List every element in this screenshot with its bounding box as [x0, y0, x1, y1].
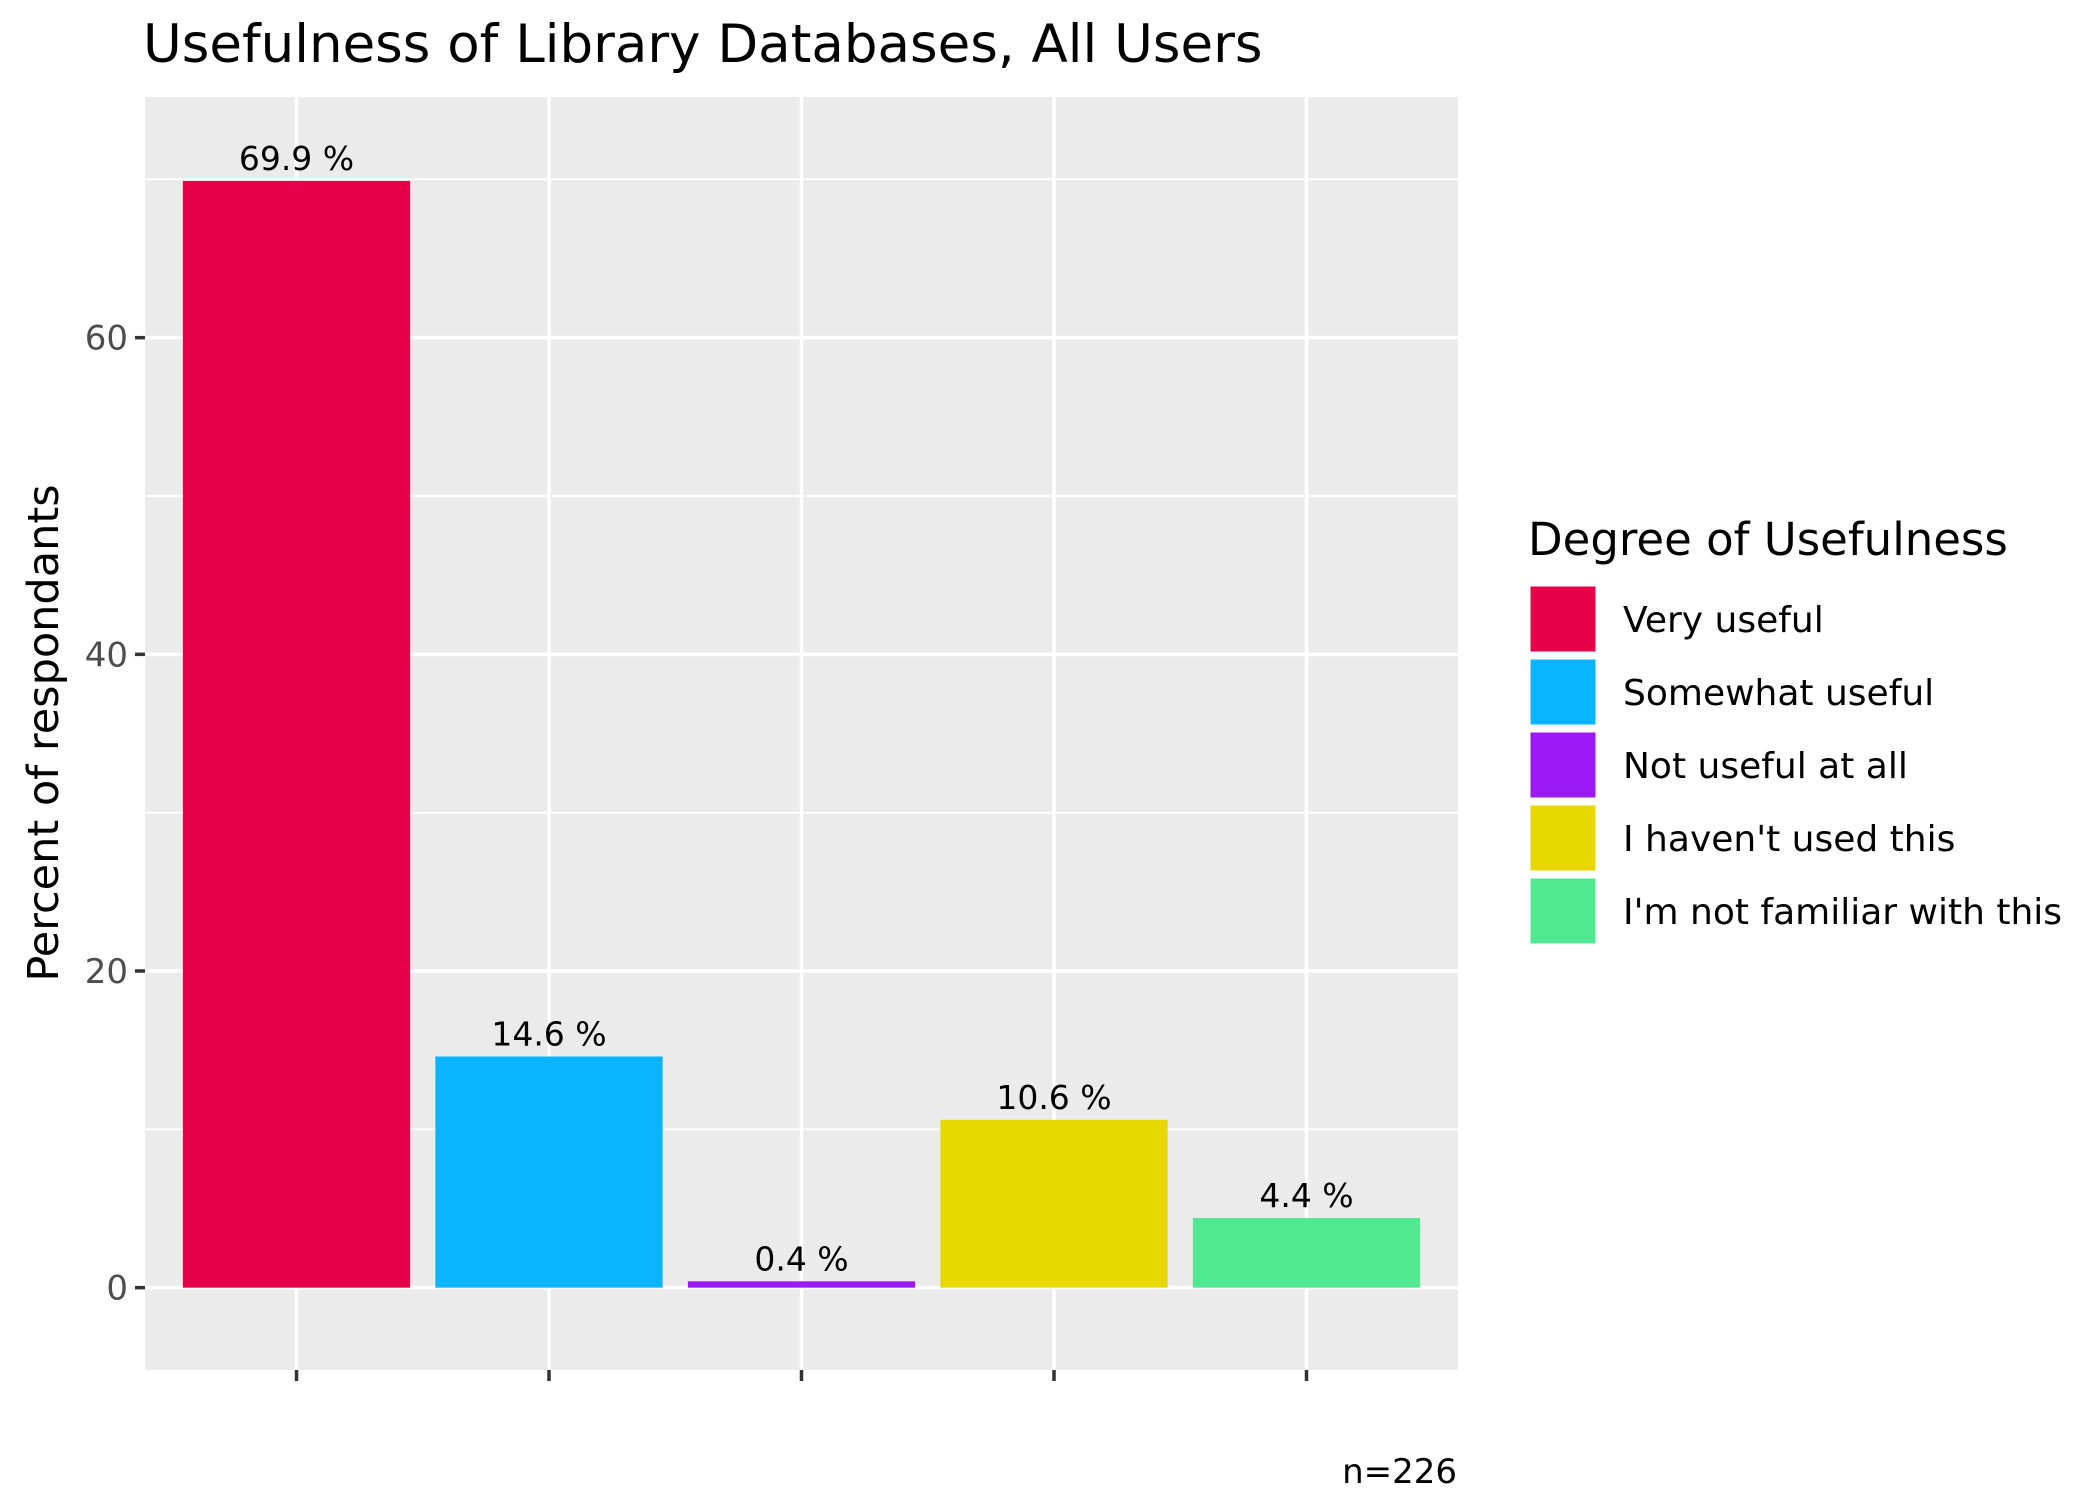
bar-value-label: 69.9 %: [239, 139, 354, 178]
y-tick-label: 0: [106, 1269, 128, 1309]
legend-label: I haven't used this: [1623, 819, 1955, 860]
bar: [940, 1119, 1168, 1288]
legend-key: [1527, 802, 1599, 874]
legend-label: Not useful at all: [1623, 746, 1908, 787]
legend-key: [1527, 583, 1599, 655]
y-tick-label: 40: [85, 635, 128, 675]
y-tick-label: 20: [85, 952, 128, 992]
caption: n=226: [1342, 1452, 1457, 1492]
bar-value-label: 14.6 %: [491, 1015, 606, 1054]
y-axis-title: Percent of respondants: [19, 484, 69, 981]
bar-value-label: 0.4 %: [754, 1239, 848, 1278]
bars: [182, 180, 1421, 1288]
legend-key: [1527, 875, 1599, 947]
legend: Degree of Usefulness Very useful Somewhat…: [1527, 513, 2062, 947]
x-axis: [294, 1370, 1309, 1381]
legend-label: I'm not familiar with this: [1623, 892, 2062, 933]
bar: [182, 180, 411, 1288]
bar: [1192, 1218, 1421, 1288]
bar-value-label: 10.6 %: [996, 1078, 1111, 1117]
bar: [435, 1056, 663, 1288]
bar-labels: 69.9 % 14.6 % 0.4 % 10.6 % 4.4 %: [239, 139, 1354, 1278]
chart-title: Usefulness of Library Databases, All Use…: [143, 14, 1263, 75]
y-tick-label: 60: [85, 319, 128, 359]
bar-value-label: 4.4 %: [1259, 1176, 1353, 1215]
bar: [687, 1281, 916, 1288]
legend-key: [1527, 729, 1599, 801]
legend-title: Degree of Usefulness: [1528, 513, 2008, 566]
y-axis: 0 20 40 60: [85, 319, 145, 1309]
legend-key: [1527, 656, 1599, 728]
legend-label: Very useful: [1623, 600, 1824, 641]
legend-label: Somewhat useful: [1623, 673, 1934, 714]
